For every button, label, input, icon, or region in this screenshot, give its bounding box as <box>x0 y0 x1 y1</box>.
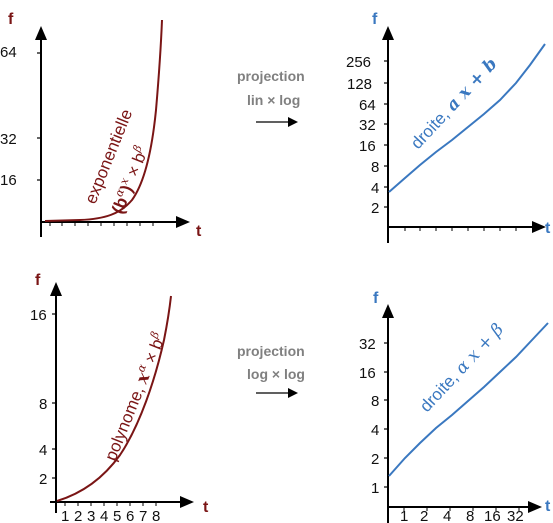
y-tick-label-2: 2 <box>371 200 379 217</box>
x-minor-ticks <box>64 502 157 506</box>
y-tick-label-16: 16 <box>30 307 47 324</box>
x-tick-label-8: 8 <box>466 508 474 523</box>
y-tick-label-4: 4 <box>371 422 379 439</box>
y-tick-label-128: 128 <box>347 76 372 93</box>
panel-loglog-result: f t 32 16 8 4 2 1 1 2 4 8 16 32 droite, … <box>359 290 551 523</box>
y-tick-label-2: 2 <box>371 451 379 468</box>
curve-label-loglog: droite, α x + β <box>416 320 508 417</box>
x-tick-label-32: 32 <box>507 508 524 523</box>
y-axis-label: f <box>35 272 41 289</box>
y-axis-label: f <box>373 290 379 307</box>
projection-label-line1: projection <box>237 343 305 359</box>
y-axis-arrowhead <box>382 26 394 40</box>
y-tick-label-16: 16 <box>359 365 376 382</box>
x-tick-label-7: 7 <box>139 508 147 523</box>
y-ticks <box>384 60 388 208</box>
y-tick-label-16: 16 <box>0 172 17 189</box>
x-minor-ticks <box>403 507 520 511</box>
x-tick-label-8: 8 <box>152 508 160 523</box>
projection-lin-log: projection lin × log <box>237 68 305 127</box>
straight-line-curve <box>388 322 549 477</box>
y-axis-label: f <box>8 11 14 28</box>
x-tick-label-4: 4 <box>100 508 108 523</box>
x-tick-labels: 1 2 4 8 16 32 <box>400 508 524 523</box>
projection-label-line2: log × log <box>247 366 305 382</box>
x-axis-arrowhead <box>528 501 542 513</box>
x-tick-label-4: 4 <box>443 508 451 523</box>
y-tick-label-32: 32 <box>359 336 376 353</box>
x-tick-label-2: 2 <box>420 508 428 523</box>
y-tick-label-16: 16 <box>359 138 376 155</box>
x-axis-label: t <box>545 220 551 237</box>
y-tick-label-4: 4 <box>371 180 379 197</box>
y-tick-label-2: 2 <box>39 471 47 488</box>
x-tick-label-16: 16 <box>484 508 501 523</box>
y-tick-label-32: 32 <box>0 131 17 148</box>
exponential-curve <box>44 19 163 222</box>
panel-exponential: f t 64 32 16 exponentielle (bα)x × bβ <box>0 11 202 240</box>
x-axis-label: t <box>203 499 209 516</box>
y-tick-label-8: 8 <box>371 393 379 410</box>
x-axis-arrowhead <box>532 221 546 233</box>
x-tick-label-2: 2 <box>74 508 82 523</box>
x-axis-label: t <box>196 223 202 240</box>
y-tick-label-32: 32 <box>359 117 376 134</box>
y-tick-label-8: 8 <box>371 159 379 176</box>
y-axis-label: f <box>372 11 378 28</box>
x-axis-label: t <box>545 498 551 515</box>
x-axis-arrowhead <box>180 496 194 508</box>
y-axis-arrowhead <box>50 282 62 296</box>
x-tick-label-1: 1 <box>61 508 69 523</box>
x-minor-ticks <box>404 227 517 231</box>
x-minor-ticks <box>49 222 154 226</box>
polynomial-curve <box>56 295 172 502</box>
y-tick-label-1: 1 <box>371 480 379 497</box>
x-axis-arrowhead <box>176 216 190 228</box>
panel-linear-result: f t 256 128 64 32 16 8 4 2 droite, a x +… <box>346 11 551 243</box>
panel-polynomial: f t 16 8 4 2 1 2 3 4 5 6 7 8 polynome, x… <box>30 272 209 523</box>
y-ticks <box>37 52 41 181</box>
y-tick-label-4: 4 <box>39 442 47 459</box>
x-tick-label-3: 3 <box>87 508 95 523</box>
y-tick-label-64: 64 <box>359 97 376 114</box>
x-tick-label-1: 1 <box>400 508 408 523</box>
y-axis-arrowhead <box>382 304 394 318</box>
projection-log-log: projection log × log <box>237 343 305 398</box>
x-tick-labels: 1 2 3 4 5 6 7 8 <box>61 508 160 523</box>
y-ticks <box>384 342 388 488</box>
y-axis-arrowhead <box>35 26 47 40</box>
projection-label-line2: lin × log <box>247 92 300 108</box>
y-tick-label-256: 256 <box>346 54 371 71</box>
x-tick-label-5: 5 <box>113 508 121 523</box>
y-tick-label-64: 64 <box>0 44 17 61</box>
projection-label-line1: projection <box>237 68 305 84</box>
straight-line-curve <box>388 43 546 193</box>
y-ticks <box>52 313 56 479</box>
x-tick-label-6: 6 <box>126 508 134 523</box>
curve-label-polynomial: polynome, xα × bβ <box>99 330 170 464</box>
y-tick-label-8: 8 <box>39 396 47 413</box>
